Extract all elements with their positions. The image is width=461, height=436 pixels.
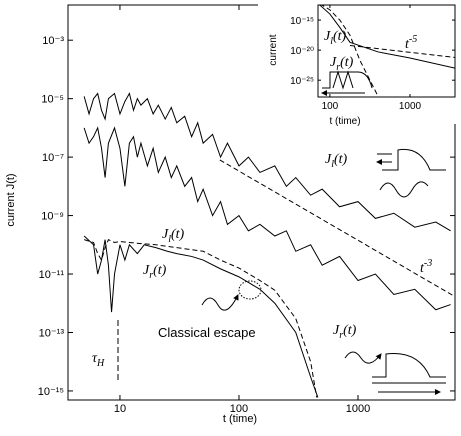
x-tick-label: 100	[322, 101, 339, 112]
annotation-sub: l	[330, 36, 333, 47]
annotation-sub: l	[168, 234, 171, 245]
annotation-sub: H	[96, 358, 105, 369]
annotation-text: J	[325, 152, 332, 167]
y-tick-label: 10⁻¹¹	[39, 269, 65, 281]
annotation-tail: (t)	[340, 55, 354, 70]
annotation: Jr(t)	[143, 263, 167, 281]
y-tick-label: 10⁻²⁵	[290, 76, 314, 87]
annotation: Jl(t)	[325, 152, 348, 170]
annotation-tail: (t)	[171, 227, 185, 242]
schematics	[117, 148, 446, 395]
annotation-text: J	[143, 263, 150, 278]
x-axis-label: t (time)	[223, 413, 257, 425]
barrier	[322, 70, 373, 90]
series-line	[83, 92, 451, 232]
series-line	[320, 5, 379, 97]
plot-frame	[317, 4, 456, 98]
annotation-text: J	[333, 323, 340, 338]
escape-region	[238, 280, 262, 300]
annotation: Classical escape	[158, 325, 256, 340]
y-tick-label: 10⁻¹³	[39, 327, 65, 339]
y-tick-label: 10⁻¹⁵	[38, 386, 64, 398]
annotation-text: J	[330, 55, 337, 70]
arrows	[377, 153, 392, 162]
annotation: Jr(t)	[333, 323, 357, 341]
annotation-text: J	[324, 29, 331, 44]
y-tick-label: 10⁻²⁰	[290, 46, 314, 57]
series-line	[83, 235, 319, 398]
barrier	[382, 148, 446, 171]
annotation-text: t	[405, 37, 410, 52]
inset-schematic	[321, 70, 373, 96]
annotation-text: τ	[92, 351, 98, 366]
barrier	[372, 352, 446, 384]
x-tick-label: 100	[230, 403, 248, 415]
series-line	[83, 238, 318, 398]
x-axis-label: t (time)	[329, 116, 360, 127]
y-tick-label: 10⁻³	[42, 35, 64, 47]
x-tick-label: 10	[114, 403, 126, 415]
annotation: τH	[92, 351, 105, 369]
series-line	[83, 126, 451, 311]
annotation-tail: (t)	[343, 323, 357, 338]
inset-background	[258, 0, 461, 124]
y-tick-label: 10⁻⁹	[41, 211, 64, 223]
annotation-text: t	[420, 261, 425, 276]
series-line	[319, 5, 455, 69]
y-tick-label: 10⁻⁷	[42, 152, 64, 164]
annotation-text: J	[162, 227, 169, 242]
annotation: Jl(t)	[324, 29, 347, 47]
annotation-sub: r	[339, 330, 343, 341]
y-axis-label: current	[268, 34, 279, 65]
annotation: Jr(t)	[330, 55, 354, 73]
wave	[201, 294, 239, 311]
main-plot: 10 100 1000 10⁻¹⁵ 10⁻¹³ 10⁻¹¹ 10⁻⁹ 10⁻⁷ 10⁻⁵ 10⁻³…	[5, 4, 456, 425]
annotation-text: Classical escape	[158, 325, 256, 340]
annotation-tail: (t)	[153, 263, 167, 278]
annotation: t-3	[420, 258, 432, 276]
annotation-tail: (t)	[334, 152, 348, 167]
y-axis-label: current J(t)	[5, 173, 17, 226]
annotation-sub: l	[331, 159, 334, 170]
x-tick-label: 1000	[346, 403, 370, 415]
series-line	[219, 159, 455, 297]
wave	[344, 351, 382, 364]
annotation-sub: r	[149, 270, 153, 281]
y-tick-label: 10⁻¹⁵	[290, 16, 314, 27]
annotation-tail: (t)	[333, 29, 347, 44]
x-tick-label: 1000	[399, 101, 422, 112]
annotation-sup: -3	[424, 258, 432, 269]
annotation-sup: -5	[409, 34, 417, 45]
annotation: Jl(t)	[162, 227, 185, 245]
annotation-sub: r	[336, 62, 340, 73]
y-tick-label: 10⁻⁵	[41, 94, 64, 106]
series-line	[349, 44, 455, 58]
annotation: t-5	[405, 34, 417, 52]
wave	[379, 181, 429, 198]
